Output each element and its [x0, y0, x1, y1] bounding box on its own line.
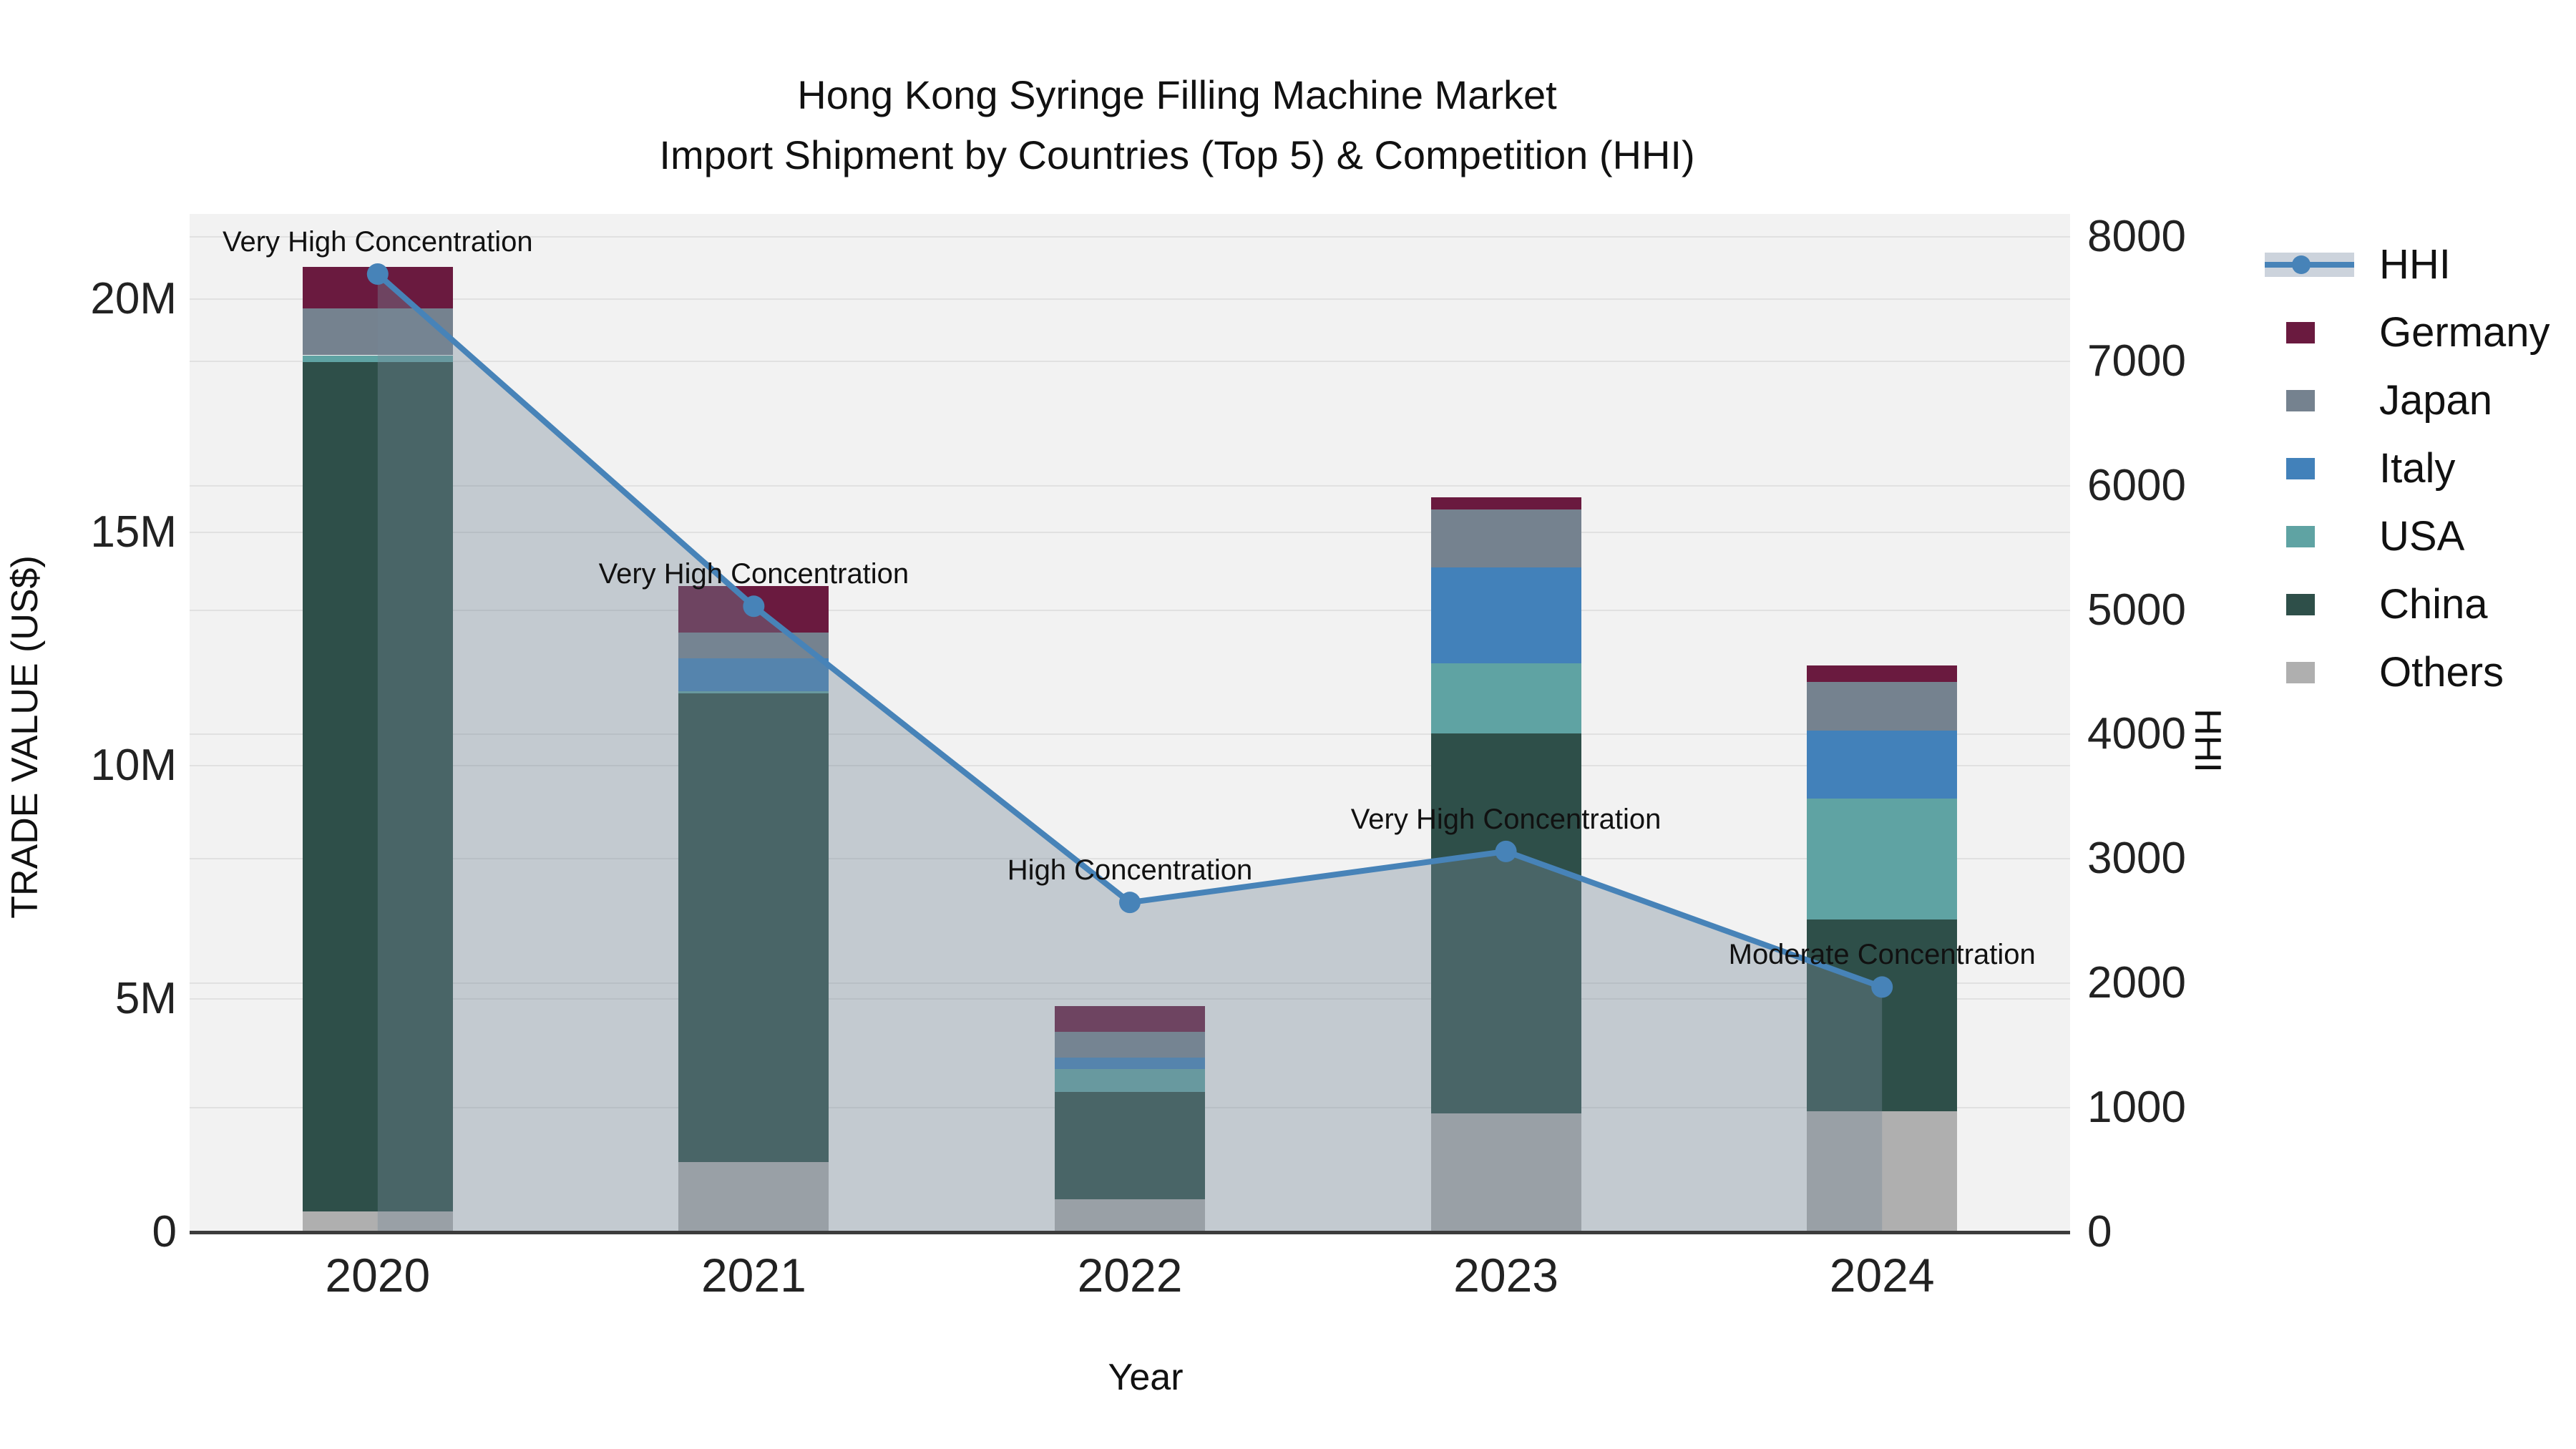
- tick-label-x-2023: 2023: [1453, 1249, 1558, 1302]
- bar-segment-china-2024: [1807, 919, 1958, 1111]
- annotation-2021: Very High Concentration: [598, 558, 909, 590]
- bar-segment-japan-2023: [1430, 509, 1581, 568]
- tick-label-right-3000: 3000: [2087, 834, 2186, 884]
- tick-label-left-5M: 5M: [114, 974, 177, 1024]
- hhi-line-chart: [366, 263, 1893, 1232]
- bar-segment-japan-2022: [1055, 1031, 1205, 1058]
- x-axis-line: [190, 1231, 2070, 1234]
- legend-label-china: China: [2379, 581, 2488, 628]
- bar-segment-china-2022: [1055, 1092, 1205, 1200]
- tick-label-left-20M: 20M: [90, 274, 177, 324]
- bar-segment-germany-2022: [1055, 1005, 1205, 1032]
- bar-segment-others-2021: [678, 1162, 829, 1232]
- gridline-right-axis: [190, 733, 2070, 736]
- gridline-right-axis: [190, 858, 2070, 860]
- tick-label-right-8000: 8000: [2087, 211, 2186, 261]
- tick-label-right-0: 0: [2087, 1207, 2112, 1257]
- legend-label-usa: USA: [2379, 513, 2465, 560]
- annotation-2022: High Concentration: [1007, 854, 1253, 887]
- tick-label-right-1000: 1000: [2087, 1083, 2186, 1133]
- legend-item-germany[interactable]: Germany: [2265, 298, 2572, 366]
- bar-segment-usa-2024: [1807, 798, 1958, 920]
- gridline-right-axis: [190, 484, 2070, 487]
- tick-label-right-6000: 6000: [2087, 460, 2186, 510]
- tick-label-right-7000: 7000: [2087, 336, 2186, 386]
- legend-label-italy: Italy: [2379, 445, 2456, 492]
- plot-area: Very High Concentration Very High Concent…: [190, 214, 2070, 1232]
- chart-title-line1: Hong Kong Syringe Filling Machine Market: [797, 72, 1557, 117]
- tick-label-right-4000: 4000: [2087, 709, 2186, 759]
- tick-label-right-2000: 2000: [2087, 958, 2186, 1008]
- hhi-marker-2020: [366, 263, 389, 285]
- hhi-marker-2022: [1119, 892, 1141, 914]
- legend-label-hhi: HHI: [2379, 241, 2451, 288]
- tick-label-x-2020: 2020: [325, 1249, 431, 1302]
- hhi-area-fill: [377, 273, 1883, 1232]
- legend-hhi-line-sample: [2265, 252, 2354, 277]
- tick-label-left-15M: 15M: [90, 507, 177, 557]
- gridline-right-axis: [190, 360, 2070, 362]
- bar-segment-usa-2022: [1055, 1068, 1205, 1093]
- legend-item-italy[interactable]: Italy: [2265, 434, 2572, 502]
- tick-label-left-0: 0: [152, 1207, 177, 1257]
- bar-segment-italy-2022: [1055, 1057, 1205, 1069]
- bar-segment-others-2020: [302, 1211, 453, 1232]
- hhi-marker-2021: [743, 595, 765, 618]
- x-axis-title: Year: [1108, 1357, 1184, 1398]
- legend-swatch-usa: [2286, 525, 2315, 547]
- annotation-2020: Very High Concentration: [223, 225, 533, 258]
- legend-swatch-japan: [2286, 389, 2315, 411]
- gridline-left-axis: [190, 998, 2070, 1000]
- bar-segment-others-2024: [1807, 1111, 1958, 1232]
- gridline-right-axis: [190, 609, 2070, 611]
- bar-segment-italy-2023: [1430, 567, 1581, 663]
- bar-segment-usa-2020: [302, 355, 453, 363]
- bar-segment-japan-2024: [1807, 681, 1958, 731]
- tick-label-x-2021: 2021: [701, 1249, 806, 1302]
- legend-item-usa[interactable]: USA: [2265, 502, 2572, 570]
- legend-label-germany: Germany: [2379, 309, 2550, 356]
- legend-swatch-others: [2286, 661, 2315, 683]
- bar-segment-usa-2021: [678, 691, 829, 694]
- gridline-right-axis: [190, 235, 2070, 238]
- y-left-axis-title: TRADE VALUE (US$): [4, 555, 46, 919]
- legend-item-china[interactable]: China: [2265, 570, 2572, 638]
- bar-segment-others-2023: [1430, 1113, 1581, 1232]
- gridline-right-axis: [190, 982, 2070, 985]
- tick-label-x-2024: 2024: [1829, 1249, 1935, 1302]
- bar-segment-others-2022: [1055, 1199, 1205, 1232]
- gridline-left-axis: [190, 765, 2070, 767]
- hhi-marker-2023: [1495, 840, 1517, 862]
- bar-segment-china-2020: [302, 362, 453, 1211]
- bar-segment-china-2023: [1430, 733, 1581, 1113]
- bar-segment-china-2021: [678, 693, 829, 1163]
- tick-label-right-5000: 5000: [2087, 585, 2186, 635]
- gridline-left-axis: [190, 298, 2070, 301]
- annotation-2024: Moderate Concentration: [1728, 939, 2036, 971]
- legend-label-japan: Japan: [2379, 377, 2493, 424]
- legend-hhi-marker: [2292, 255, 2311, 274]
- bar-segment-italy-2024: [1807, 731, 1958, 799]
- gridline-left-axis: [190, 532, 2070, 534]
- legend-swatch-china: [2286, 593, 2315, 615]
- chart-title-line2: Import Shipment by Countries (Top 5) & C…: [659, 132, 1695, 177]
- tick-label-left-10M: 10M: [90, 741, 177, 791]
- bar-segment-italy-2021: [678, 658, 829, 691]
- legend-item-others[interactable]: Others: [2265, 638, 2572, 706]
- legend-label-others: Others: [2379, 649, 2504, 696]
- hhi-marker-2024: [1871, 976, 1893, 998]
- annotation-2023: Very High Concentration: [1350, 803, 1662, 835]
- legend-item-japan[interactable]: Japan: [2265, 366, 2572, 434]
- legend-item-hhi[interactable]: HHI: [2265, 230, 2572, 298]
- legend-swatch-italy: [2286, 457, 2315, 479]
- bar-segment-germany-2023: [1430, 497, 1581, 509]
- bar-segment-germany-2024: [1807, 665, 1958, 682]
- legend-swatch-germany: [2286, 321, 2315, 343]
- tick-label-x-2022: 2022: [1077, 1249, 1183, 1302]
- bar-segment-usa-2023: [1430, 663, 1581, 733]
